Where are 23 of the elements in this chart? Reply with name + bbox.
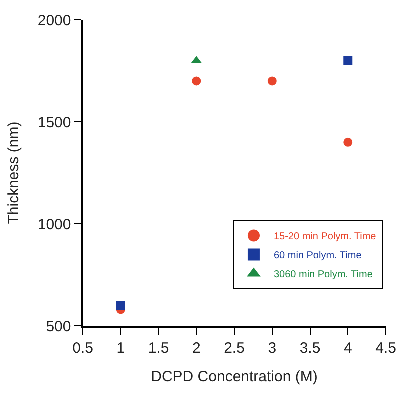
legend-label: 15-20 min Polym. Time	[274, 232, 377, 243]
x-tick-label: 3	[268, 340, 277, 357]
x-tick-label: 1.5	[148, 340, 170, 357]
point	[192, 76, 202, 86]
y-tick-label: 2000	[38, 12, 72, 30]
x-tick-label: 1	[116, 340, 126, 357]
legend-label: 3060 min Polym. Time	[274, 270, 374, 281]
y-tick-label: 500	[46, 318, 72, 336]
y-tick-label: 1000	[38, 216, 72, 234]
y-axis-title: Thickness (nm)	[6, 122, 23, 224]
x-tick-label: 4.5	[376, 340, 396, 357]
legend-label: 60 min Polym. Time	[274, 250, 362, 262]
x-tick-label: 3.5	[300, 340, 321, 357]
point	[116, 301, 126, 310]
point	[268, 76, 277, 86]
x-tick-label: 0.5	[72, 340, 94, 357]
y-tick-label: 1500	[38, 114, 72, 132]
x-tick-label: 2	[192, 340, 201, 357]
x-tick-label: 2.5	[224, 340, 245, 357]
x-tick-label: 4	[344, 340, 352, 357]
point	[344, 56, 353, 66]
point	[344, 138, 353, 147]
x-axis-title: DCPD Concentration (M)	[151, 368, 318, 386]
